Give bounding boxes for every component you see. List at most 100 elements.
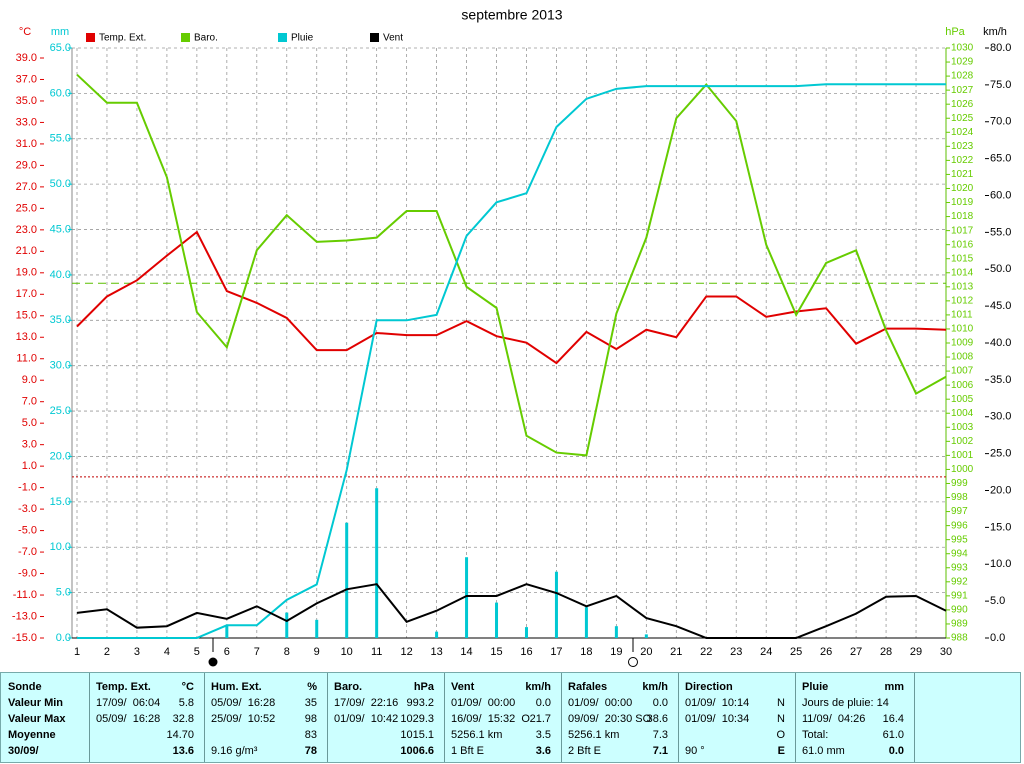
- cell-value: 16.4: [882, 713, 904, 725]
- y-tick-label: 1003: [951, 422, 974, 433]
- y-tick-label: 991: [951, 590, 968, 601]
- x-tick-label: 23: [730, 646, 742, 658]
- rain-bar: [584, 607, 588, 638]
- column-unit: %: [307, 681, 317, 693]
- axis-unit: °C: [19, 26, 31, 38]
- y-tick-label: 1001: [951, 450, 974, 461]
- axis-unit: km/h: [983, 26, 1007, 38]
- cell-text: 1 Bft E: [451, 745, 485, 757]
- y-tick-label: 37.0: [16, 73, 37, 85]
- rain-bar: [614, 626, 618, 638]
- y-tick-label: 1.0: [22, 460, 37, 472]
- y-tick-label: 1008: [951, 352, 974, 363]
- y-tick-label: 994: [951, 548, 968, 559]
- cell-value: 7.1: [652, 745, 668, 757]
- y-tick-label: 75.0: [990, 79, 1011, 91]
- cell-value: 35: [304, 697, 317, 709]
- y-tick-label: 50.0: [50, 178, 71, 190]
- y-tick-label: 30.0: [50, 360, 71, 372]
- y-tick-label: 1013: [951, 281, 974, 292]
- rain-bar: [375, 488, 379, 638]
- cell-text: 05/09/ 16:28: [96, 713, 161, 725]
- x-tick-label: 12: [400, 646, 412, 658]
- axis-unit: hPa: [945, 26, 965, 38]
- series-line: [77, 83, 946, 639]
- column-title: Baro.: [334, 681, 363, 693]
- y-tick-label: 1025: [951, 113, 974, 124]
- rain-bar: [345, 522, 349, 638]
- cell-value: 3.6: [535, 745, 551, 757]
- y-tick-label: 25.0: [16, 202, 37, 214]
- x-tick-label: 16: [520, 646, 532, 658]
- table-column: Pluie mm Jours de pluie: 14 11/09/ 04:26 16.…: [795, 673, 914, 762]
- y-tick-label: 995: [951, 534, 968, 545]
- cell-value: E: [777, 745, 785, 757]
- y-tick-label: 1006: [951, 380, 974, 391]
- y-tick-label: 1019: [951, 197, 974, 208]
- x-tick-label: 28: [880, 646, 892, 658]
- y-tick-label: 15.0: [990, 521, 1011, 533]
- x-tick-label: 3: [134, 646, 140, 658]
- x-tick-label: 27: [850, 646, 862, 658]
- x-tick-label: 5: [194, 646, 200, 658]
- cell-value: 1029.3: [400, 713, 434, 725]
- y-tick-label: -9.0: [18, 567, 37, 579]
- y-tick-label: 13.0: [16, 331, 37, 343]
- y-tick-label: 70.0: [990, 116, 1011, 128]
- y-tick-label: 1000: [951, 464, 974, 475]
- y-tick-label: 23.0: [16, 224, 37, 236]
- x-tick-label: 13: [430, 646, 442, 658]
- cell-text: 17/09/ 06:04: [96, 697, 161, 709]
- y-tick-label: 1021: [951, 169, 974, 180]
- x-tick-label: 17: [550, 646, 562, 658]
- y-tick-label: 65.0: [50, 42, 71, 54]
- x-tick-label: 21: [670, 646, 682, 658]
- y-tick-label: 29.0: [16, 159, 37, 171]
- legend-label: Baro.: [194, 33, 218, 44]
- y-tick-label: 1030: [951, 43, 974, 54]
- label-column: Sonde Valeur Min Valeur Max Moyenne 30/09/: [1, 673, 89, 762]
- x-tick-label: 24: [760, 646, 772, 658]
- cell-value: 0.0: [652, 697, 668, 709]
- y-tick-label: 20.0: [990, 484, 1011, 496]
- y-tick-label: 45.0: [50, 223, 71, 235]
- cell-value: 98: [304, 713, 317, 725]
- rain-bar: [465, 557, 469, 638]
- legend-swatch: [86, 33, 95, 42]
- axis-unit: mm: [51, 26, 69, 38]
- y-tick-label: 1007: [951, 366, 974, 377]
- y-tick-label: 25.0: [990, 448, 1011, 460]
- y-tick-label: 1027: [951, 85, 974, 96]
- y-tick-label: 5.0: [56, 587, 71, 599]
- y-tick-label: 1012: [951, 295, 974, 306]
- cell-value: 1006.6: [400, 745, 434, 757]
- cell-text: 5256.1 km: [451, 729, 503, 741]
- y-tick-label: 20.0: [50, 450, 71, 462]
- x-tick-label: 26: [820, 646, 832, 658]
- x-tick-label: 30: [940, 646, 952, 658]
- y-tick-label: 60.0: [50, 87, 71, 99]
- y-tick-label: 40.0: [990, 337, 1011, 349]
- cell-text: 01/09/ 00:00: [451, 697, 516, 709]
- y-tick-label: 45.0: [990, 300, 1011, 312]
- legend-swatch: [181, 33, 190, 42]
- y-tick-label: 1002: [951, 436, 974, 447]
- cell-text: Total:: [802, 729, 829, 741]
- legend-swatch: [278, 33, 287, 42]
- x-tick-label: 1: [74, 646, 80, 658]
- cell-value: 0.0: [535, 697, 551, 709]
- cell-text: 17/09/ 22:16: [334, 697, 399, 709]
- y-tick-label: 15.0: [50, 496, 71, 508]
- y-tick-label: 1023: [951, 141, 974, 152]
- cell-text: 05/09/ 16:28: [211, 697, 276, 709]
- y-tick-label: 998: [951, 492, 968, 503]
- y-tick-label: 1024: [951, 127, 974, 138]
- column-unit: hPa: [413, 681, 434, 693]
- chart-title: septembre 2013: [461, 7, 562, 23]
- cell-text: 5256.1 km: [568, 729, 620, 741]
- x-tick-label: 29: [910, 646, 922, 658]
- y-tick-label: 35.0: [50, 314, 71, 326]
- y-tick-label: -5.0: [18, 524, 37, 536]
- y-tick-label: 1028: [951, 71, 974, 82]
- column-unit: km/h: [525, 681, 551, 693]
